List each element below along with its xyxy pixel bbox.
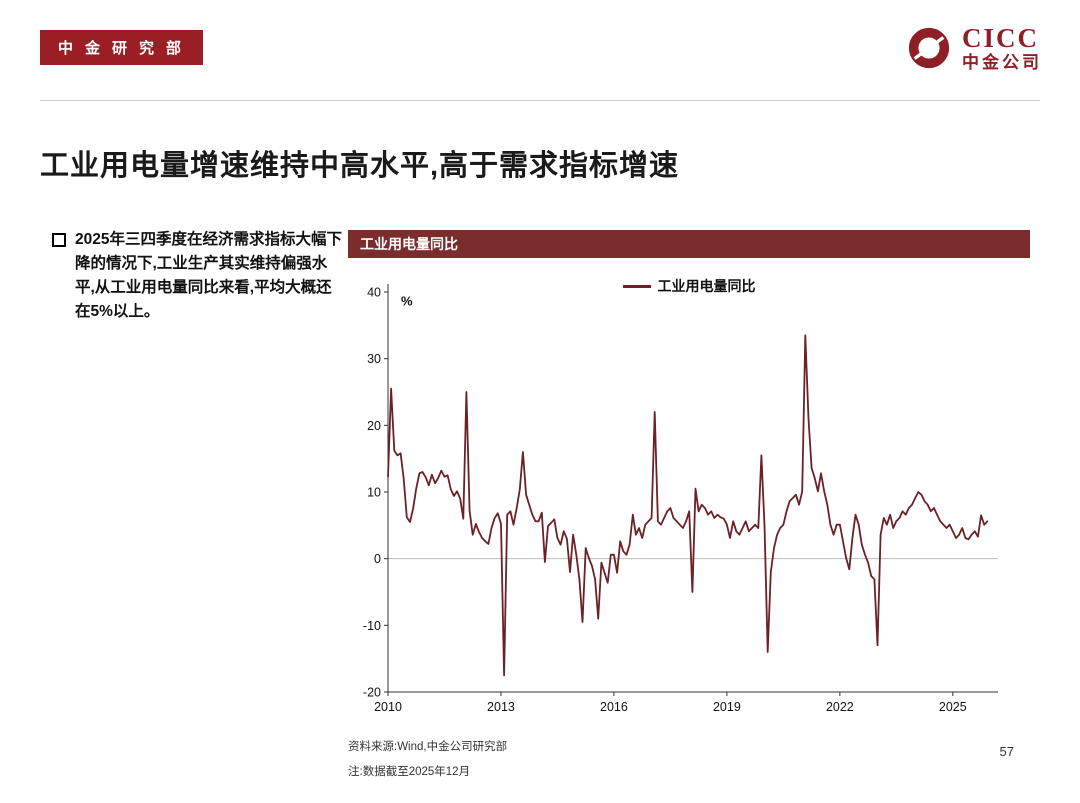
chart-panel-header: 工业用电量同比: [348, 230, 1030, 258]
svg-text:20: 20: [367, 419, 381, 433]
source-note: 资料来源:Wind,中金公司研究部: [348, 741, 508, 753]
legend-line-swatch: [622, 284, 651, 288]
header-divider: [40, 100, 1040, 101]
chart-panel: 工业用电量同比 工业用电量同比 40 30 20 10 0 -10 -20 2010 2013 2…: [348, 230, 1030, 734]
summary-bullet: 2025年三四季度在经济需求指标大幅下降的情况下,工业生产其实维持偏强水平,从工…: [52, 228, 344, 324]
svg-text:10: 10: [367, 486, 381, 500]
page-title: 工业用电量增速维持中高水平,高于需求指标增速: [40, 150, 680, 182]
svg-text:-10: -10: [363, 619, 381, 633]
svg-text:2025: 2025: [939, 700, 967, 714]
svg-text:2013: 2013: [487, 700, 515, 714]
svg-text:2019: 2019: [713, 700, 741, 714]
research-dept-badge: 中金研究部: [40, 30, 204, 65]
svg-text:2010: 2010: [374, 700, 402, 714]
footnotes: 资料来源:Wind,中金公司研究部 注:数据截至2025年12月: [348, 741, 508, 778]
bullet-square-icon: [52, 233, 66, 247]
cicc-logo-text: CICC 中金公司: [962, 24, 1042, 72]
svg-text:40: 40: [367, 286, 381, 300]
cicc-logo: CICC 中金公司: [906, 24, 1042, 72]
svg-text:2022: 2022: [826, 700, 854, 714]
data-cutoff-note: 注:数据截至2025年12月: [348, 765, 471, 778]
svg-text:-20: -20: [363, 686, 381, 700]
svg-text:0: 0: [374, 552, 381, 566]
chart-legend: 工业用电量同比: [348, 276, 1030, 296]
page-number: 57: [999, 744, 1014, 759]
svg-text:30: 30: [367, 352, 381, 366]
svg-text:%: %: [401, 293, 413, 308]
cicc-company-name: 中金公司: [962, 53, 1042, 73]
summary-bullet-text: 2025年三四季度在经济需求指标大幅下降的情况下,工业生产其实维持偏强水平,从工…: [75, 231, 342, 321]
legend-label: 工业用电量同比: [657, 278, 756, 294]
cicc-brand: CICC: [962, 23, 1040, 53]
cicc-logo-icon: [908, 27, 950, 69]
electricity-yoy-chart: 工业用电量同比 40 30 20 10 0 -10 -20 2010 2013 2016 2019 2…: [348, 262, 1030, 734]
svg-text:2016: 2016: [600, 700, 628, 714]
